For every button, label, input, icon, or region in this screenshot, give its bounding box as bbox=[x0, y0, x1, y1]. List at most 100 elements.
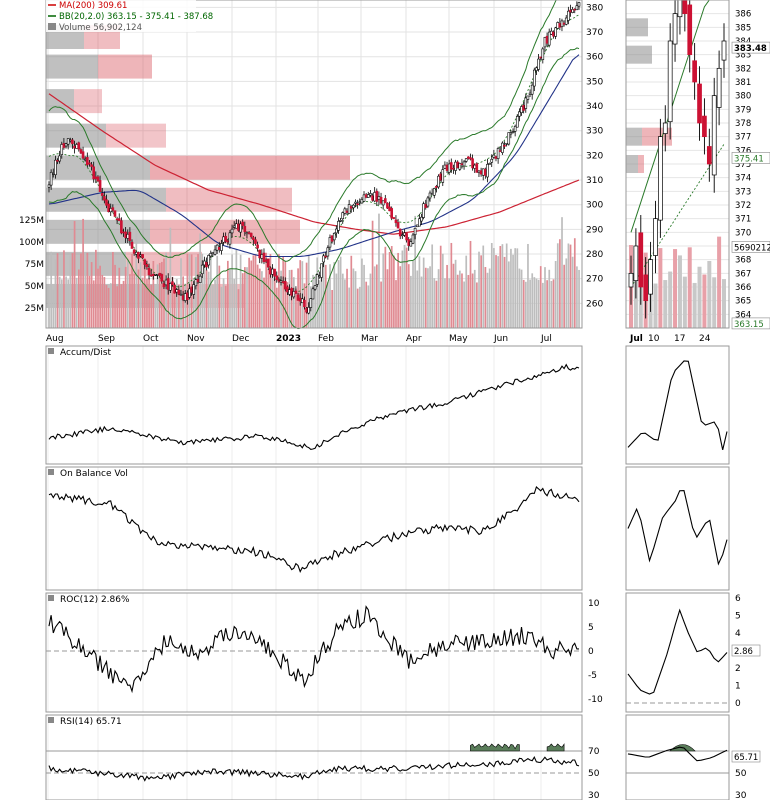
candle-down bbox=[130, 241, 134, 249]
volume-bar bbox=[422, 257, 425, 328]
candle-up bbox=[426, 197, 430, 207]
volume-bar bbox=[212, 284, 214, 328]
candle-down bbox=[249, 232, 253, 238]
volume-bar bbox=[267, 269, 270, 328]
volume-bar bbox=[146, 278, 148, 328]
volume-tick-label: 25M bbox=[25, 304, 44, 314]
volume-bar bbox=[403, 244, 406, 328]
volume-bar bbox=[395, 280, 397, 328]
volume-bar bbox=[352, 268, 355, 328]
volume-bar bbox=[256, 264, 259, 328]
y-tick-label: 310 bbox=[586, 176, 603, 186]
rsi-overbought-fill bbox=[546, 743, 565, 752]
volume-bar bbox=[341, 273, 344, 328]
volume-bar bbox=[295, 288, 297, 328]
volume-bar bbox=[273, 278, 276, 328]
candle-up bbox=[488, 163, 491, 165]
zoom-y-tick-label: 381 bbox=[735, 78, 751, 88]
volume-bar bbox=[275, 287, 278, 328]
zoom-price-tag-box bbox=[731, 41, 770, 54]
accum_dist-line bbox=[48, 363, 580, 450]
volume-bar bbox=[578, 269, 580, 328]
candle-up bbox=[490, 158, 494, 163]
volume-bar bbox=[371, 220, 374, 328]
candle-down bbox=[503, 144, 506, 147]
y-tick-label: 320 bbox=[586, 151, 603, 161]
volume-bar bbox=[269, 254, 272, 328]
volume-bar bbox=[542, 282, 544, 328]
candle-up bbox=[422, 203, 425, 218]
rsi-tick-label: 50 bbox=[588, 769, 600, 779]
candle-down bbox=[475, 163, 479, 173]
vbp-down-bar bbox=[46, 219, 150, 244]
zoom-candle-up bbox=[721, 40, 727, 61]
volume-bar bbox=[405, 247, 408, 328]
candle-up bbox=[300, 298, 304, 304]
candle-up bbox=[541, 48, 545, 60]
volume-bar bbox=[433, 278, 436, 328]
candle-up bbox=[547, 31, 551, 46]
candle-down bbox=[151, 273, 155, 276]
volume-bar bbox=[314, 276, 316, 328]
volume-bar bbox=[118, 267, 121, 328]
x-tick-label: Aug bbox=[46, 334, 64, 344]
candle-up bbox=[443, 164, 447, 169]
zoom-vbp-down-bar bbox=[626, 155, 638, 173]
zoom-candle-down bbox=[687, 4, 693, 56]
volume-bar bbox=[254, 254, 257, 328]
candle-up bbox=[49, 171, 53, 186]
candle-up bbox=[337, 220, 340, 231]
zoom-y-tick-label: 374 bbox=[735, 174, 751, 184]
candle-up bbox=[188, 288, 191, 298]
volume-bar bbox=[471, 273, 474, 328]
volume-bar bbox=[363, 264, 365, 328]
candle-down bbox=[190, 286, 193, 293]
candle-down bbox=[460, 163, 464, 166]
volume-bar bbox=[444, 278, 446, 328]
candle-up bbox=[458, 162, 462, 170]
candle-down bbox=[324, 255, 328, 258]
volume-bar bbox=[163, 258, 165, 328]
candle-down bbox=[281, 281, 285, 283]
volume-bar bbox=[435, 280, 438, 328]
volume-bar bbox=[231, 254, 233, 328]
candle-up bbox=[507, 132, 511, 145]
candle-up bbox=[64, 143, 68, 147]
obv-panel-frame bbox=[45, 466, 583, 591]
roc-tick-label: 0 bbox=[588, 647, 594, 657]
candle-up bbox=[239, 223, 242, 233]
candle-up bbox=[311, 288, 315, 300]
volume-bar bbox=[131, 254, 133, 328]
zoom-y-tick-label: 371 bbox=[735, 215, 751, 225]
volume-bar bbox=[207, 271, 210, 328]
candle-down bbox=[264, 259, 268, 262]
volume-bar bbox=[322, 251, 325, 328]
zoom-panel-frame bbox=[625, 0, 730, 329]
roc-label-swatch bbox=[48, 595, 54, 601]
x-tick-label: Dec bbox=[232, 334, 249, 344]
candle-up bbox=[75, 144, 78, 149]
candle-up bbox=[313, 285, 317, 290]
volume-bar bbox=[399, 266, 402, 328]
volume-bar bbox=[384, 246, 387, 328]
legend-entry: Volume 56,902,124 bbox=[59, 23, 142, 33]
zoom-volume-bar bbox=[663, 280, 668, 328]
zoom-candle-up bbox=[653, 218, 658, 256]
volume-tick-label: 100M bbox=[19, 238, 44, 248]
roc-zoom-tick-label: 2 bbox=[735, 664, 741, 674]
volume-bar bbox=[258, 268, 261, 328]
volume-bar bbox=[50, 251, 53, 328]
candle-down bbox=[294, 290, 298, 294]
volume-bar bbox=[393, 255, 395, 328]
volume-bar bbox=[531, 273, 534, 328]
candle-up bbox=[533, 69, 536, 87]
volume-bar bbox=[77, 269, 80, 328]
obv-zoom-line bbox=[627, 490, 728, 566]
volume-bar bbox=[476, 282, 478, 328]
zoom-candle-down bbox=[643, 274, 649, 302]
candle-up bbox=[492, 154, 496, 158]
zoom-y-tick-label: 372 bbox=[735, 201, 751, 211]
volume-bar bbox=[316, 257, 319, 328]
volume-bar bbox=[335, 273, 338, 328]
volume-bar bbox=[439, 245, 442, 328]
